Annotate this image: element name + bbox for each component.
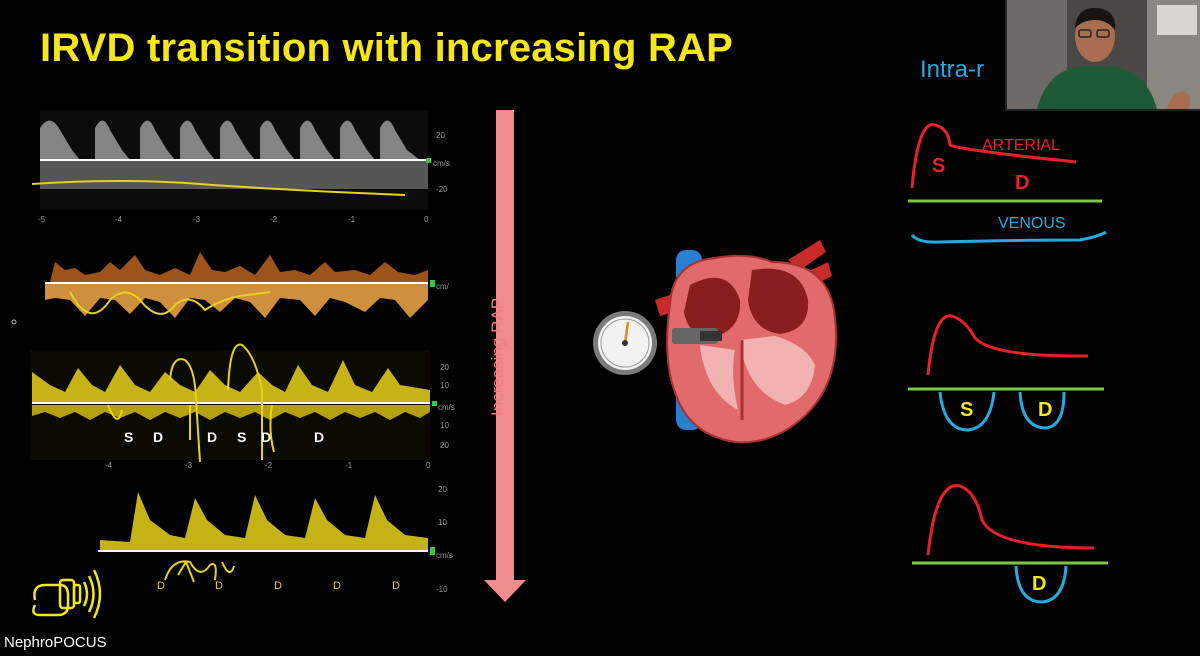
cursor-dot [12, 320, 16, 324]
panel3-tick: 20 [440, 363, 449, 372]
panel2-lower-envelope [45, 284, 428, 318]
panel3-annot-d: D [261, 429, 271, 445]
panel4-tick: cm/s [436, 551, 453, 560]
diagram2-arterial-wave [928, 316, 1088, 375]
doppler-panel-4: D D D D D 20 10 cm/s -10 [98, 485, 453, 594]
panel1-tick-20: 20 [436, 131, 445, 140]
diagram3-arterial-wave [928, 486, 1094, 555]
doppler-panel-1: 20 cm/s -20 -5 -4 -3 -2 -1 0 [32, 110, 450, 224]
schematic-diagram-3: D [912, 486, 1108, 602]
panel3-tick: 10 [440, 381, 449, 390]
presenter-webcam [1005, 0, 1200, 111]
panel1-time-tick: -3 [193, 215, 201, 224]
doppler-panel-2: cm/ [45, 252, 450, 318]
arterial-label: ARTERIAL [982, 137, 1060, 154]
increasing-rap-text: Increasing RAP [488, 298, 508, 416]
schematic-diagram-2: S D [908, 316, 1104, 430]
panel4-handdrawn-trace [165, 561, 234, 582]
panel4-tick: 10 [438, 518, 447, 527]
panel3-time-tick: -1 [345, 461, 353, 470]
panel3-time-tick: -2 [265, 461, 273, 470]
panel3-time-tick: -4 [105, 461, 113, 470]
panel1-time-tick: -1 [348, 215, 356, 224]
diagram1-s-label: S [932, 155, 945, 177]
panel4-annot-d: D [215, 580, 223, 592]
panel3-time-tick: -3 [185, 461, 193, 470]
panel1-time-tick: -2 [270, 215, 278, 224]
diagram2-d-label: D [1038, 399, 1052, 421]
panel4-tick: 20 [438, 485, 447, 494]
panel4-annot-d: D [274, 580, 282, 592]
panel4-tick: -10 [436, 585, 448, 594]
diagram1-venous-wave [912, 232, 1106, 242]
panel3-tick: cm/s [438, 403, 455, 412]
nephropocus-logo-icon [33, 570, 100, 618]
webcam-frame [1007, 0, 1200, 109]
panel4-annot-d: D [333, 580, 341, 592]
panel1-tick-neg20: -20 [436, 185, 448, 194]
brand-label: NephroPOCUS [4, 634, 107, 651]
panel3-annot-d: D [207, 429, 217, 445]
pressure-gauge-icon [593, 311, 657, 375]
venous-label: VENOUS [998, 215, 1066, 232]
panel1-time-tick: 0 [424, 215, 429, 224]
panel3-tick: 20 [440, 441, 449, 450]
panel3-annot-d: D [314, 429, 324, 445]
panel2-tick-cm: cm/ [436, 282, 450, 291]
panel1-time-tick: -4 [115, 215, 123, 224]
doppler-panel-3: S D D S D D 20 10 cm/s 10 20 -4 -3 -2 -1… [30, 345, 455, 470]
diagram1-d-label: D [1015, 172, 1029, 194]
panel3-annot-s: S [237, 429, 246, 445]
panel3-annot-s: S [124, 429, 133, 445]
panel1-time-tick: -5 [38, 215, 46, 224]
panel3-time-tick: 0 [426, 461, 431, 470]
diagram3-d-label: D [1032, 573, 1046, 595]
panel4-annot-d: D [392, 580, 400, 592]
diagram2-s-label: S [960, 399, 973, 421]
panel2-upper-envelope [50, 252, 428, 282]
panel3-tick: 10 [440, 421, 449, 430]
panel4-annot-d: D [157, 580, 165, 592]
panel1-tick-cms: cm/s [433, 159, 450, 168]
panel3-annot-d: D [153, 429, 163, 445]
schematic-diagram-1: ARTERIAL VENOUS S D [908, 125, 1106, 242]
panel4-upper-envelope [100, 492, 428, 550]
heart-illustration [655, 240, 836, 442]
